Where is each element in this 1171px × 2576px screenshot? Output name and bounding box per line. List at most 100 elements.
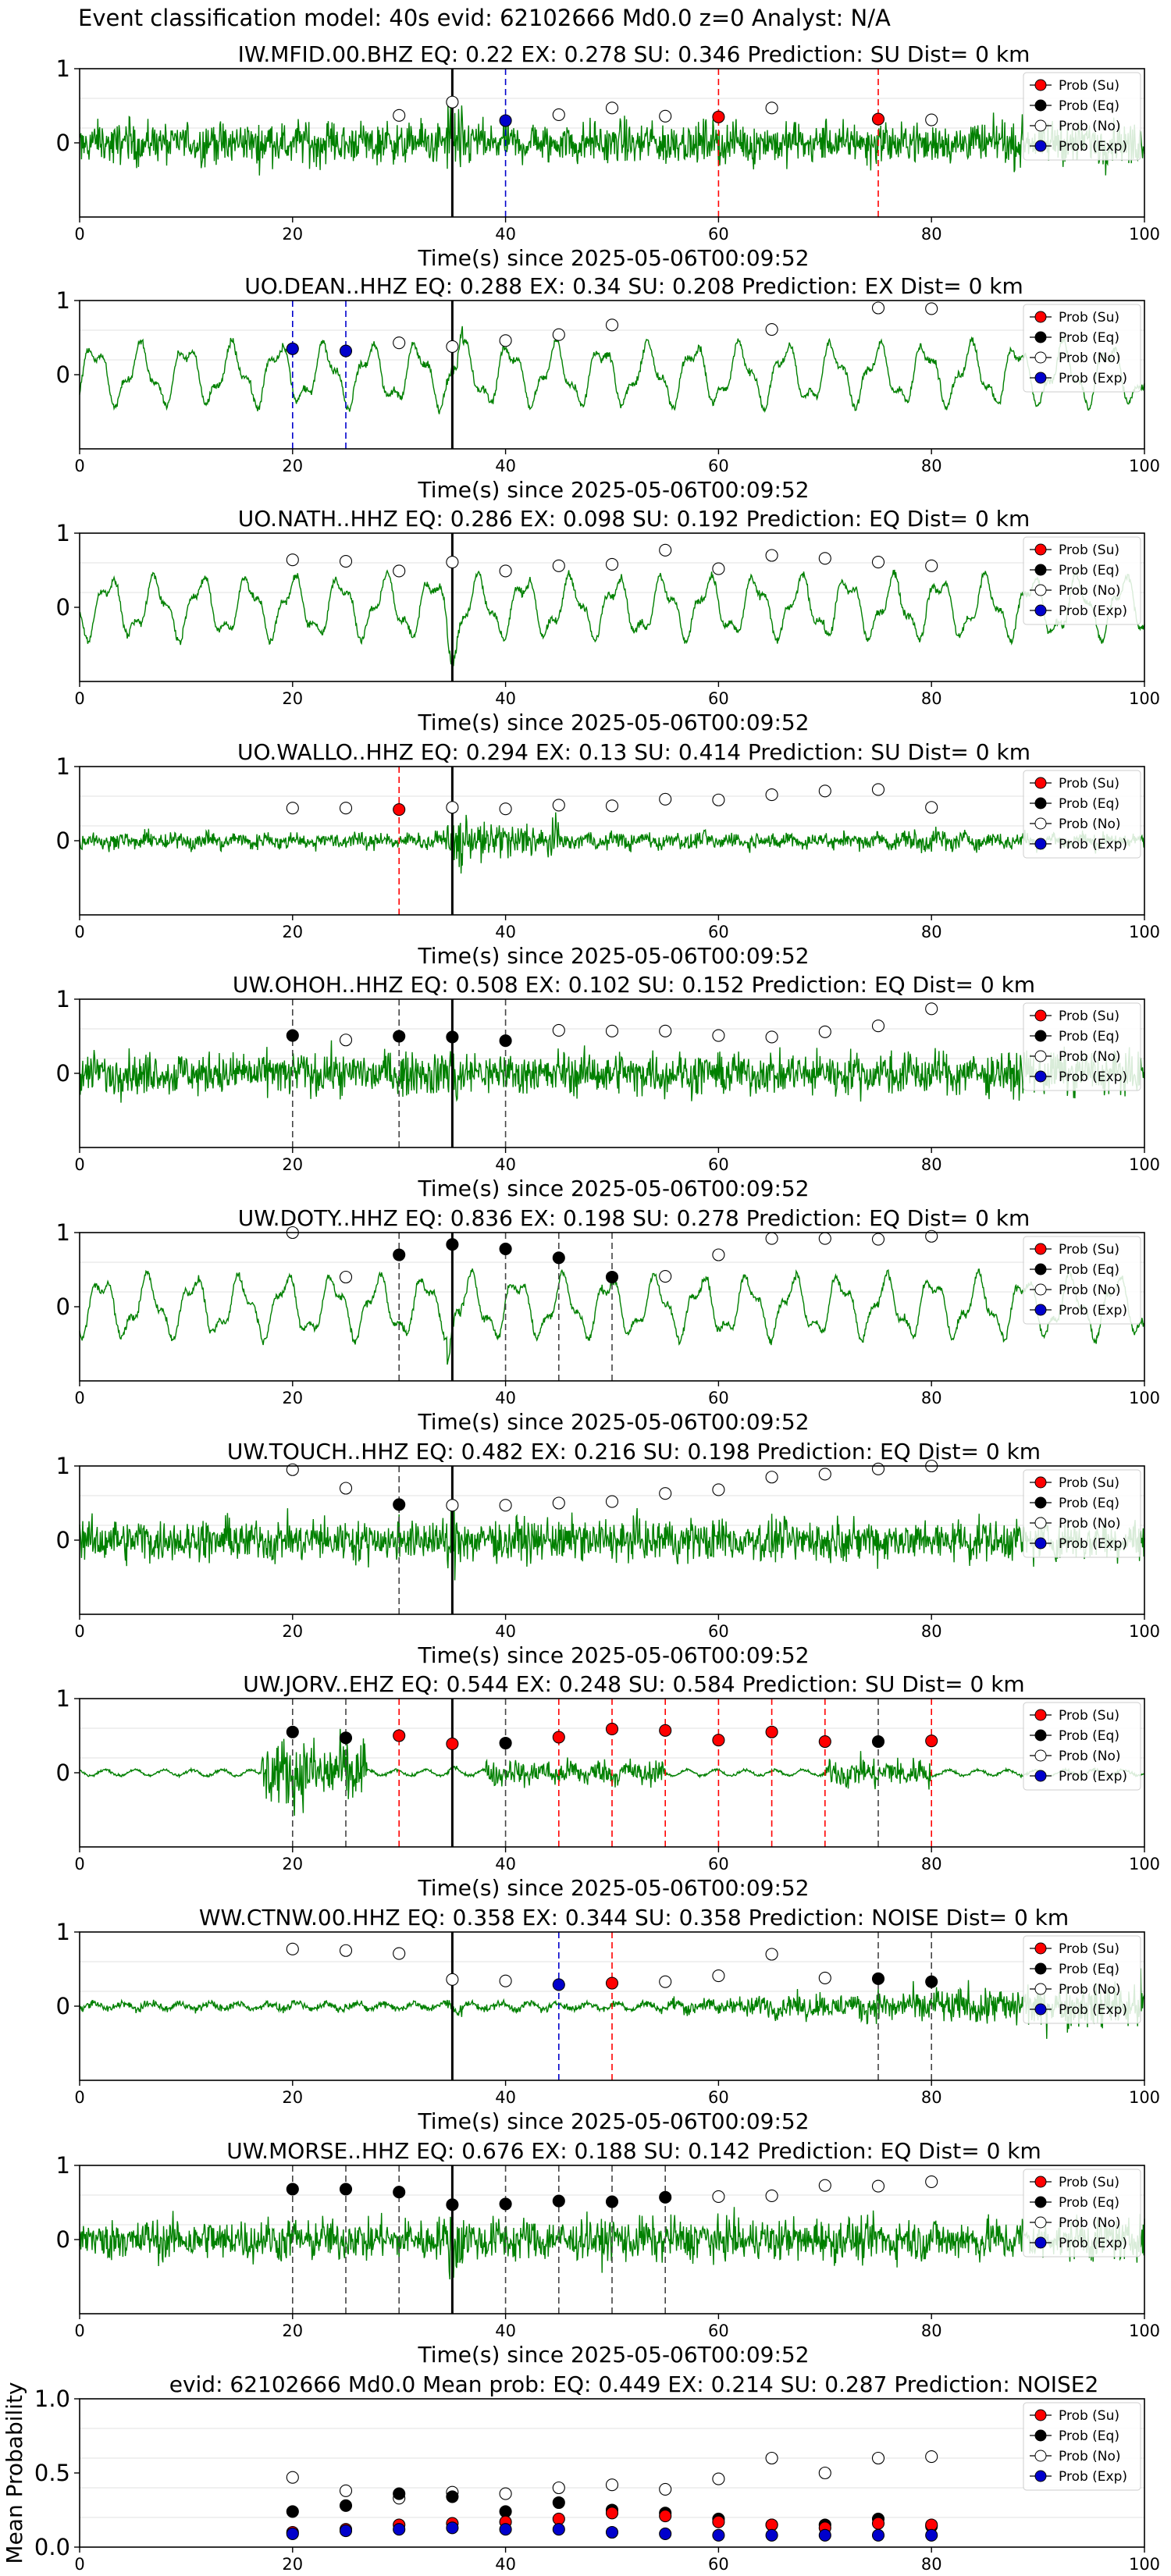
x-tick-label: 40	[495, 689, 516, 708]
prob-point-su	[871, 2517, 885, 2530]
x-tick-label: 20	[282, 2555, 303, 2574]
prob-point-no	[818, 1971, 831, 1984]
prob-point-no	[712, 1969, 725, 1983]
prob-point-eq	[339, 2183, 353, 2196]
prob-point-su	[446, 1737, 459, 1750]
prob-point-eq	[605, 1270, 619, 1284]
x-tick-label: 20	[282, 1622, 303, 1641]
legend: Prob (Su) Prob (Eq) Prob (No) Prob (Exp)	[1023, 304, 1141, 393]
prob-point-no	[605, 318, 619, 332]
legend-marker	[1034, 119, 1047, 132]
legend-label: Prob (Su)	[1059, 776, 1119, 792]
y-tick-label: 0	[56, 2226, 70, 2253]
x-tick-label: 0	[74, 1622, 84, 1641]
legend-label: Prob (No)	[1059, 1049, 1121, 1065]
x-tick-label: 60	[708, 689, 729, 708]
prob-point-no	[552, 108, 565, 121]
x-tick-label: 0	[74, 2322, 84, 2340]
prob-point-exp	[871, 2528, 885, 2542]
waveform-trace	[79, 1728, 1145, 1816]
prob-point-exp	[659, 2527, 672, 2540]
legend-box	[1023, 72, 1141, 161]
x-tick-label: 20	[282, 225, 303, 244]
prob-point-no	[393, 109, 406, 122]
prob-point-no	[446, 340, 459, 353]
x-tick-label: 60	[708, 923, 729, 941]
x-tick-label: 0	[74, 457, 84, 475]
x-tick-label: 80	[921, 225, 942, 244]
prob-point-eq	[499, 2197, 512, 2211]
legend-label: Prob (No)	[1059, 817, 1121, 832]
prob-point-no	[659, 2482, 672, 2496]
legend-label: Prob (Su)	[1059, 78, 1119, 94]
prob-point-no	[605, 557, 619, 571]
legend-label: Prob (Eq)	[1059, 563, 1119, 578]
y-tick-label: 0	[56, 361, 70, 388]
prob-point-su	[765, 2518, 778, 2532]
prob-point-no	[659, 543, 672, 557]
legend-label: Prob (No)	[1059, 1516, 1121, 1532]
x-tick-label: 20	[282, 457, 303, 475]
waveform-trace	[79, 812, 1145, 874]
y-tick-label: 0	[56, 1759, 70, 1786]
x-tick-label: 60	[708, 1622, 729, 1641]
chart-title: UW.MORSE..HHZ EQ: 0.676 EX: 0.188 SU: 0.…	[226, 2138, 1041, 2164]
prob-point-no	[765, 2189, 778, 2202]
legend-box	[1023, 2169, 1141, 2258]
chart-title: evid: 62102666 Md0.0 Mean prob: EQ: 0.44…	[169, 2371, 1099, 2397]
waveform-trace	[79, 326, 1145, 415]
x-tick-label: 20	[282, 1389, 303, 1407]
x-tick-label: 20	[282, 1855, 303, 1873]
prob-point-no	[339, 555, 353, 568]
chart-title: UO.DEAN..HHZ EQ: 0.288 EX: 0.34 SU: 0.20…	[244, 273, 1023, 299]
prob-point-no	[605, 2478, 619, 2492]
legend-marker	[1034, 79, 1047, 91]
prob-point-eq	[499, 1736, 512, 1750]
prob-point-no	[659, 1270, 672, 1283]
prob-point-eq	[925, 1975, 938, 1988]
prob-point-no	[659, 1487, 672, 1500]
y-tick-label: 1	[56, 55, 70, 82]
prob-point-no	[499, 2487, 512, 2500]
x-tick-label: 80	[921, 457, 942, 475]
prob-point-no	[712, 1029, 725, 1042]
chart-panel: UW.JORV..EHZ EQ: 0.544 EX: 0.248 SU: 0.5…	[56, 1671, 1161, 1901]
prob-point-su	[552, 1731, 565, 1744]
x-tick-label: 80	[921, 1622, 942, 1641]
legend: Prob (Su) Prob (Eq) Prob (No) Prob (Exp)	[1023, 2169, 1141, 2258]
legend-marker	[1034, 2196, 1047, 2208]
legend-label: Prob (Eq)	[1059, 2428, 1119, 2444]
prob-point-no	[818, 1232, 831, 1245]
legend-label: Prob (Exp)	[1059, 1303, 1127, 1318]
prob-point-no	[818, 785, 831, 798]
prob-point-no	[765, 1232, 778, 1245]
legend: Prob (Su) Prob (Eq) Prob (No) Prob (Exp)	[1023, 1236, 1141, 1325]
legend-marker	[1034, 140, 1047, 152]
prob-point-eq	[499, 1242, 512, 1255]
legend-label: Prob (Eq)	[1059, 1496, 1119, 1511]
prob-point-no	[552, 559, 565, 572]
legend-marker	[1034, 2003, 1047, 2016]
y-tick-label: 1	[56, 1685, 70, 1712]
x-tick-label: 40	[495, 923, 516, 941]
waveform-trace	[79, 1040, 1145, 1103]
prob-point-no	[499, 564, 512, 578]
x-tick-label: 60	[708, 225, 729, 244]
chart-panel: evid: 62102666 Md0.0 Mean prob: EQ: 0.44…	[2, 2371, 1160, 2574]
legend-box	[1023, 1002, 1141, 1091]
prob-point-no	[871, 1233, 885, 1246]
prob-point-no	[446, 1499, 459, 1512]
prob-point-eq	[339, 2499, 353, 2512]
prob-point-no	[765, 101, 778, 115]
legend-label: Prob (Exp)	[1059, 2002, 1127, 2018]
x-tick-label: 20	[282, 2088, 303, 2107]
legend-marker	[1034, 1962, 1047, 1975]
legend-marker	[1034, 1050, 1047, 1062]
legend-marker	[1034, 1283, 1047, 1296]
x-tick-label: 0	[74, 1155, 84, 1174]
chart-panel: UO.NATH..HHZ EQ: 0.286 EX: 0.098 SU: 0.1…	[56, 506, 1161, 735]
y-tick-label: 1	[56, 2152, 70, 2179]
legend-marker	[1034, 1749, 1047, 1762]
prob-point-su	[605, 1976, 619, 1990]
y-tick-label: 0	[56, 1293, 70, 1320]
